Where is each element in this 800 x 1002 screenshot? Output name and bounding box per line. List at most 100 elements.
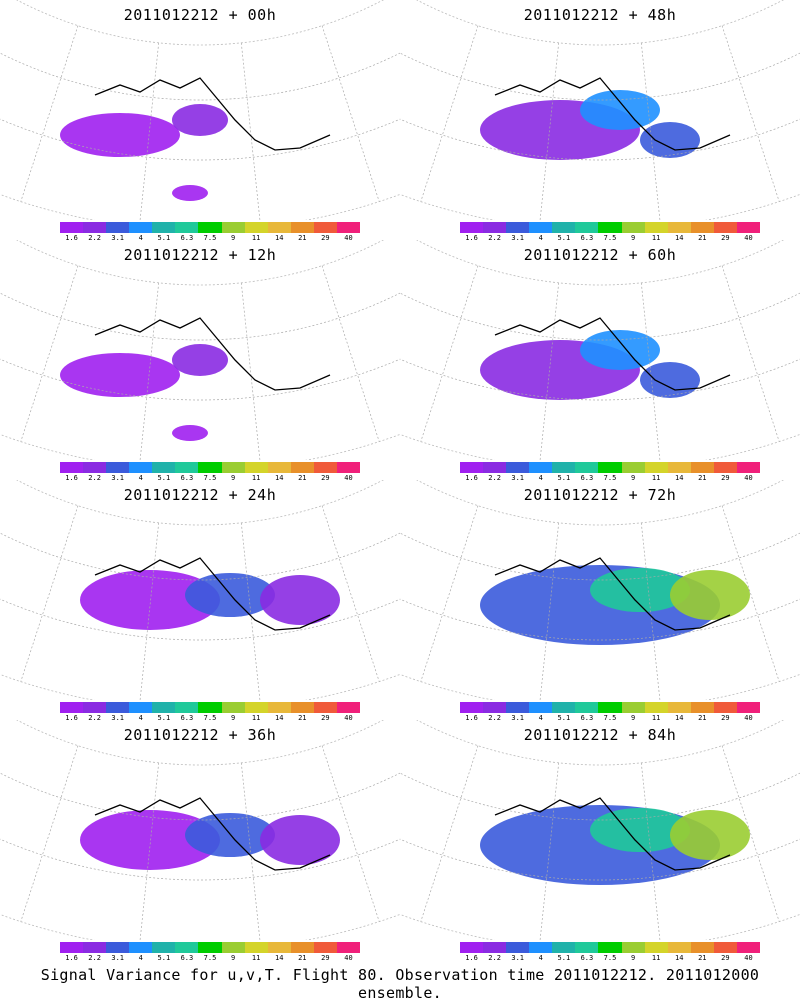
- forecast-panel: 2011012212 + 00h 1.6 2.2 3.1 4 5.1 6.3 7.5 9 11 14…: [0, 0, 400, 242]
- variance-contour: [640, 122, 700, 158]
- colorbar-label: 6.3: [180, 234, 194, 242]
- colorbar-swatch: [529, 462, 553, 473]
- colorbar-swatch: [83, 222, 107, 233]
- colorbar-label: 21: [298, 714, 307, 722]
- colorbar-label: 1.6: [465, 714, 478, 722]
- latitude-line: [400, 598, 800, 641]
- colorbar-swatch: [336, 222, 361, 233]
- colorbar: [460, 942, 761, 953]
- colorbar-label: 5.1: [157, 234, 171, 242]
- colorbar-label: 1.6: [465, 234, 478, 242]
- colorbar-label: 11: [651, 714, 661, 722]
- colorbar-swatch: [506, 222, 530, 233]
- colorbar-swatch: [713, 222, 737, 233]
- colorbar-label: 9: [230, 714, 236, 722]
- colorbar-swatch: [575, 942, 599, 953]
- colorbar-swatch: [644, 942, 668, 953]
- colorbar-swatch: [106, 222, 130, 233]
- colorbar-labels: 1.6 2.2 3.1 4 5.1 6.3 7.5 9 11 14 21 29 40: [60, 474, 360, 484]
- colorbar-swatch: [529, 222, 553, 233]
- longitude-line: [539, 762, 560, 940]
- colorbar-swatch: [690, 462, 714, 473]
- colorbar-swatch: [506, 462, 530, 473]
- forecast-panel: 2011012212 + 12h 1.6 2.2 3.1 4 5.1 6.3 7.5 9 11 14…: [0, 240, 400, 482]
- colorbar-label: 40: [344, 954, 353, 962]
- colorbar-swatch: [152, 942, 176, 953]
- variance-field: [480, 565, 750, 645]
- colorbar-swatch: [244, 942, 268, 953]
- forecast-panel: 2011012212 + 36h 1.6 2.2 3.1 4 5.1 6.3 7.5 9 11 14…: [0, 720, 400, 962]
- colorbar-label: 40: [744, 954, 753, 962]
- colorbar-label: 29: [721, 714, 730, 722]
- colorbar-label: 9: [630, 954, 636, 962]
- variance-contour: [80, 810, 220, 870]
- variance-contour: [80, 570, 220, 630]
- colorbar-label: 5.1: [557, 954, 571, 962]
- colorbar-label: 29: [321, 234, 330, 242]
- colorbar-label: 14: [275, 234, 284, 242]
- colorbar-label: 4: [538, 954, 543, 962]
- colorbar-swatch: [198, 222, 222, 233]
- panel-title: 2011012212 + 72h: [523, 486, 677, 504]
- longitude-line: [420, 745, 479, 922]
- variance-contour: [172, 425, 208, 441]
- colorbar-swatch: [736, 942, 761, 953]
- colorbar-swatch: [575, 222, 599, 233]
- panel-title: 2011012212 + 84h: [523, 726, 677, 744]
- longitude-line: [640, 282, 661, 460]
- panel-title: 2011012212 + 00h: [123, 6, 277, 24]
- colorbar-label: 6.3: [180, 714, 194, 722]
- longitude-line: [20, 505, 79, 682]
- colorbar-label: 9: [230, 234, 236, 242]
- colorbar-label: 40: [344, 714, 353, 722]
- colorbar-swatch: [529, 702, 553, 713]
- colorbar-label: 14: [675, 714, 684, 722]
- colorbar-swatch: [198, 702, 222, 713]
- colorbar-swatch: [267, 942, 291, 953]
- colorbar-swatch: [598, 942, 622, 953]
- colorbar-label: 11: [651, 954, 661, 962]
- colorbar-label: 7.5: [603, 954, 617, 962]
- colorbar-swatch: [690, 222, 714, 233]
- colorbar-label: 3.1: [511, 714, 525, 722]
- longitude-line: [20, 265, 79, 442]
- colorbar-label: 29: [321, 714, 330, 722]
- polar-map: [0, 720, 400, 940]
- longitude-line: [640, 42, 661, 220]
- colorbar-swatch: [552, 462, 576, 473]
- colorbar: [460, 222, 761, 233]
- colorbar-swatch: [198, 462, 222, 473]
- longitude-line: [240, 282, 261, 460]
- colorbar-label: 21: [698, 474, 707, 482]
- colorbar-label: 1.6: [465, 954, 478, 962]
- colorbar-label: 2.2: [488, 714, 501, 722]
- colorbar: [60, 222, 361, 233]
- longitude-line: [420, 505, 479, 682]
- colorbar-swatch: [483, 702, 507, 713]
- polar-map: [0, 240, 400, 460]
- colorbar-swatch: [106, 942, 130, 953]
- colorbar-label: 7.5: [603, 474, 617, 482]
- colorbar-label: 21: [298, 474, 307, 482]
- colorbar-label: 11: [251, 234, 261, 242]
- colorbar-swatch: [506, 702, 530, 713]
- forecast-panel: 2011012212 + 84h 1.6 2.2 3.1 4 5.1 6.3 7.5 9 11 14…: [400, 720, 800, 962]
- colorbar-label: 3.1: [511, 954, 525, 962]
- polar-map: [400, 240, 800, 460]
- colorbar-swatch: [221, 942, 245, 953]
- colorbar-swatch: [244, 702, 268, 713]
- colorbar-swatch: [336, 702, 361, 713]
- colorbar-swatch: [175, 222, 199, 233]
- colorbar-label: 29: [321, 954, 330, 962]
- latitude-line: [400, 838, 800, 881]
- colorbar-label: 4: [138, 714, 143, 722]
- colorbar-swatch: [621, 702, 645, 713]
- colorbar-label: 3.1: [111, 234, 125, 242]
- latitude-line: [400, 118, 800, 161]
- colorbar-label: 2.2: [88, 474, 101, 482]
- forecast-panel: 2011012212 + 60h 1.6 2.2 3.1 4 5.1 6.3 7.5 9 11 14…: [400, 240, 800, 482]
- colorbar-label: 6.3: [580, 474, 594, 482]
- longitude-line: [321, 505, 380, 682]
- colorbar-label: 11: [651, 474, 661, 482]
- forecast-panel: 2011012212 + 48h 1.6 2.2 3.1 4 5.1 6.3 7.5 9 11 14…: [400, 0, 800, 242]
